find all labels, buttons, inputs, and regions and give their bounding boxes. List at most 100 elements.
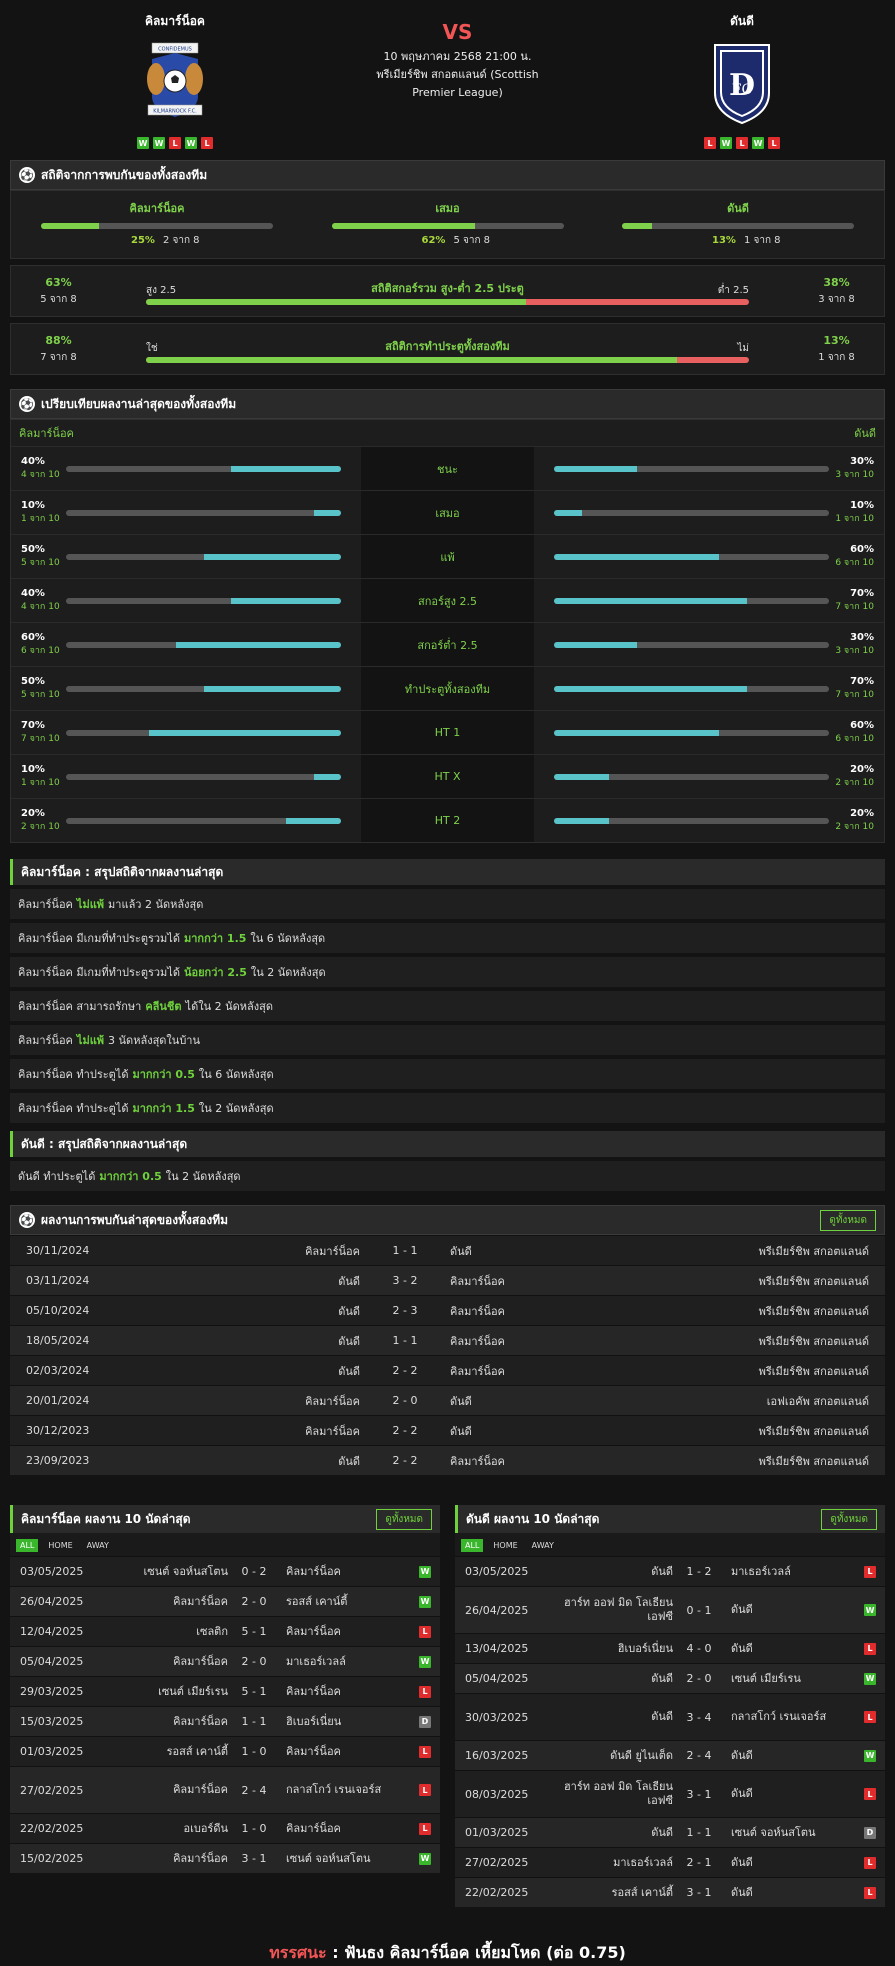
h2h-item-pct: 13%	[712, 235, 736, 246]
summary-text-a: คิลมาร์น็อค	[18, 898, 73, 911]
last10-row[interactable]: 22/02/2025 รอสส์ เคาน์ตี้ 3 - 1 ดันดี L	[455, 1877, 885, 1907]
compare-away-pct: 60% 6 จาก 10	[829, 720, 884, 745]
prediction-sep: :	[332, 1943, 339, 1962]
compare-label: สกอร์ต่ำ 2.5	[361, 623, 534, 666]
match-away: เซนต์ เมียร์เรน	[731, 1671, 801, 1685]
last10-row[interactable]: 27/02/2025 คิลมาร์น็อค 2 - 4 กลาสโกว์ เรนเจ…	[10, 1766, 440, 1813]
h2h-match-row[interactable]: 18/05/2024 ดันดี 1 - 1 คิลมาร์น็อค พรีเมียร์…	[10, 1325, 885, 1355]
match-score: 1 - 0	[241, 1745, 267, 1758]
compare-home-pct-value: 10%	[21, 500, 45, 511]
btts-stat: 88% 7 จาก 8 สถิติการทำประตูทั้งสองทีม ใช…	[10, 323, 885, 375]
last10-row[interactable]: 08/03/2025 ฮาร์ท ออฟ มิด โลเธียน เอฟซี 3 -…	[455, 1770, 885, 1817]
last10-row[interactable]: 05/04/2025 ดันดี 2 - 0 เซนต์ เมียร์เรน W	[455, 1663, 885, 1693]
h2h-item-value: 62% 5 จาก 8	[332, 233, 564, 248]
btts-right-pct: 13%	[823, 333, 850, 347]
h2h-item-value: 25% 2 จาก 8	[41, 233, 273, 248]
compare-row: 60% 6 จาก 10 สกอร์ต่ำ 2.5 30% 3 จาก 10	[11, 622, 884, 666]
match-away: ดันดี	[731, 1885, 753, 1899]
match-date: 01/03/2025	[20, 1745, 84, 1758]
last10-row[interactable]: 22/02/2025 อเบอร์ดีน 1 - 0 คิลมาร์น็อค L	[10, 1813, 440, 1843]
result-cell: L	[855, 1788, 885, 1800]
compare-home-bar	[66, 773, 341, 780]
last10-row[interactable]: 30/03/2025 ดันดี 3 - 4 กลาสโกว์ เรนเจอร์ส L	[455, 1693, 885, 1740]
match-date: 13/04/2025	[465, 1642, 529, 1655]
last10-row[interactable]: 03/05/2025 เซนต์ จอห์นสโตน 0 - 2 คิลมาร์น็อ…	[10, 1556, 440, 1586]
last10-row[interactable]: 13/04/2025 ฮิเบอร์เนี่ยน 4 - 0 ดันดี L	[455, 1633, 885, 1663]
ou-left: 63% 5 จาก 8	[11, 276, 106, 307]
tab-all[interactable]: ALL	[16, 1539, 39, 1552]
last10-row[interactable]: 01/03/2025 ดันดี 1 - 1 เซนต์ จอห์นสโตน D	[455, 1817, 885, 1847]
last10-row[interactable]: 26/04/2025 คิลมาร์น็อค 2 - 0 รอสส์ เคาน์ตี้…	[10, 1586, 440, 1616]
match-score: 5 - 1	[241, 1625, 267, 1638]
match-home: รอสส์ เคาน์ตี้	[611, 1885, 673, 1899]
tab-all[interactable]: ALL	[461, 1539, 484, 1552]
home-last10-view-all-button[interactable]: ดูทั้งหมด	[376, 1508, 432, 1530]
last10-row[interactable]: 15/02/2025 คิลมาร์น็อค 3 - 1 เซนต์ จอห์นสโต…	[10, 1843, 440, 1873]
compare-home-side: 10% 1 จาก 10	[11, 491, 361, 534]
last10-row[interactable]: 15/03/2025 คิลมาร์น็อค 1 - 1 ฮิเบอร์เนี่ยน D	[10, 1706, 440, 1736]
last10-row[interactable]: 16/03/2025 ดันดี ยูไนเต็ด 2 - 4 ดันดี W	[455, 1740, 885, 1770]
home-team[interactable]: คิลมาร์น็อค CONFIDEMUS KILMARNOCK F.C. W…	[95, 12, 255, 149]
compare-home-bar	[66, 729, 341, 736]
compare-home-bar	[66, 509, 341, 516]
last10-row[interactable]: 12/04/2025 เซลติก 5 - 1 คิลมาร์น็อค L	[10, 1616, 440, 1646]
h2h-match-row[interactable]: 03/11/2024 ดันดี 3 - 2 คิลมาร์น็อค พรีเมียร์…	[10, 1265, 885, 1295]
tab-away[interactable]: AWAY	[86, 1541, 109, 1550]
compare-away-bar	[554, 509, 829, 516]
last10-row[interactable]: 26/04/2025 ฮาร์ท ออฟ มิด โลเธียน เอฟซี 0 -…	[455, 1586, 885, 1633]
compare-home-pct-value: 10%	[21, 764, 45, 775]
dundee-crest-icon: D FC	[707, 39, 777, 129]
h2h-item: เสมอ 62% 5 จาก 8	[331, 199, 564, 248]
away-last10-view-all-button[interactable]: ดูทั้งหมด	[821, 1508, 877, 1530]
last10-row[interactable]: 05/04/2025 คิลมาร์น็อค 2 - 0 มาเธอร์เวลล์ W	[10, 1646, 440, 1676]
last10-row[interactable]: 27/02/2025 มาเธอร์เวลล์ 2 - 1 ดันดี L	[455, 1847, 885, 1877]
away-summary-title: ดันดี : สรุปสถิติจากผลงานล่าสุด	[21, 1136, 188, 1151]
h2h-view-all-button[interactable]: ดูทั้งหมด	[820, 1209, 876, 1231]
compare-away-pct-value: 60%	[850, 544, 874, 555]
last10-row[interactable]: 03/05/2025 ดันดี 1 - 2 มาเธอร์เวลล์ L	[455, 1556, 885, 1586]
compare-away-pct: 70% 7 จาก 10	[829, 588, 884, 613]
summary-highlight: มากกว่า 0.5	[99, 1170, 162, 1183]
last10-row[interactable]: 01/03/2025 รอสส์ เคาน์ตี้ 1 - 0 คิลมาร์น็อค…	[10, 1736, 440, 1766]
result-badge: D	[864, 1826, 876, 1839]
compare-away-side: 10% 1 จาก 10	[534, 491, 884, 534]
tab-away[interactable]: AWAY	[531, 1541, 554, 1550]
h2h-match-row[interactable]: 30/11/2024 คิลมาร์น็อค 1 - 1 ดันดี พรีเมียร์…	[10, 1235, 885, 1265]
summary-highlight: มากกว่า 1.5	[132, 1102, 195, 1115]
compare-home-bar	[66, 553, 341, 560]
compare-away-count: 1 จาก 10	[835, 514, 874, 524]
h2h-match-row[interactable]: 30/12/2023 คิลมาร์น็อค 2 - 2 ดันดี พรีเมียร์…	[10, 1415, 885, 1445]
match-score: 4 - 0	[686, 1642, 712, 1655]
match-header: คิลมาร์น็อค CONFIDEMUS KILMARNOCK F.C. W…	[10, 0, 885, 160]
match-date: 22/02/2025	[20, 1822, 84, 1835]
compare-row: 10% 1 จาก 10 เสมอ 10% 1 จาก 10	[11, 490, 884, 534]
away-last10-header: ดันดี ผลงาน 10 นัดล่าสุด ดูทั้งหมด	[455, 1505, 885, 1533]
compare-away-side: 20% 2 จาก 10	[534, 799, 884, 842]
result-badge: W	[419, 1852, 431, 1865]
compare-away-side: 60% 6 จาก 10	[534, 711, 884, 754]
h2h-match-row[interactable]: 23/09/2023 ดันดี 2 - 2 คิลมาร์น็อค พรีเมียร์…	[10, 1445, 885, 1475]
h2h-stats-header: ⚽ สถิติจากการพบกันของทั้งสองทีม	[10, 160, 885, 190]
h2h-match-row[interactable]: 20/01/2024 คิลมาร์น็อค 2 - 0 ดันดี เอฟเอคัพ …	[10, 1385, 885, 1415]
btts-right: 13% 1 จาก 8	[789, 334, 884, 365]
h2h-match-row[interactable]: 05/10/2024 ดันดี 2 - 3 คิลมาร์น็อค พรีเมียร์…	[10, 1295, 885, 1325]
match-away: ดันดี	[731, 1641, 753, 1655]
last10-row[interactable]: 29/03/2025 เซนต์ เมียร์เรน 5 - 1 คิลมาร์น็อ…	[10, 1676, 440, 1706]
football-icon: ⚽	[19, 1212, 35, 1228]
h2h-match-row[interactable]: 02/03/2024 ดันดี 2 - 2 คิลมาร์น็อค พรีเมียร์…	[10, 1355, 885, 1385]
match-score: 1 - 1	[241, 1715, 267, 1728]
match-score: 3 - 1	[241, 1852, 267, 1865]
compare-away-side: 20% 2 จาก 10	[534, 755, 884, 798]
tab-home[interactable]: HOME	[48, 1541, 73, 1550]
tab-home[interactable]: HOME	[493, 1541, 518, 1550]
match-away: คิลมาร์น็อค	[286, 1821, 341, 1835]
h2h-item-bar	[622, 223, 854, 229]
form-badge: W	[137, 137, 149, 149]
match-home: ดันดี	[338, 1334, 360, 1348]
result-badge: L	[419, 1822, 431, 1835]
result-cell: W	[855, 1604, 885, 1616]
result-badge: L	[864, 1565, 876, 1578]
form-badge: W	[153, 137, 165, 149]
